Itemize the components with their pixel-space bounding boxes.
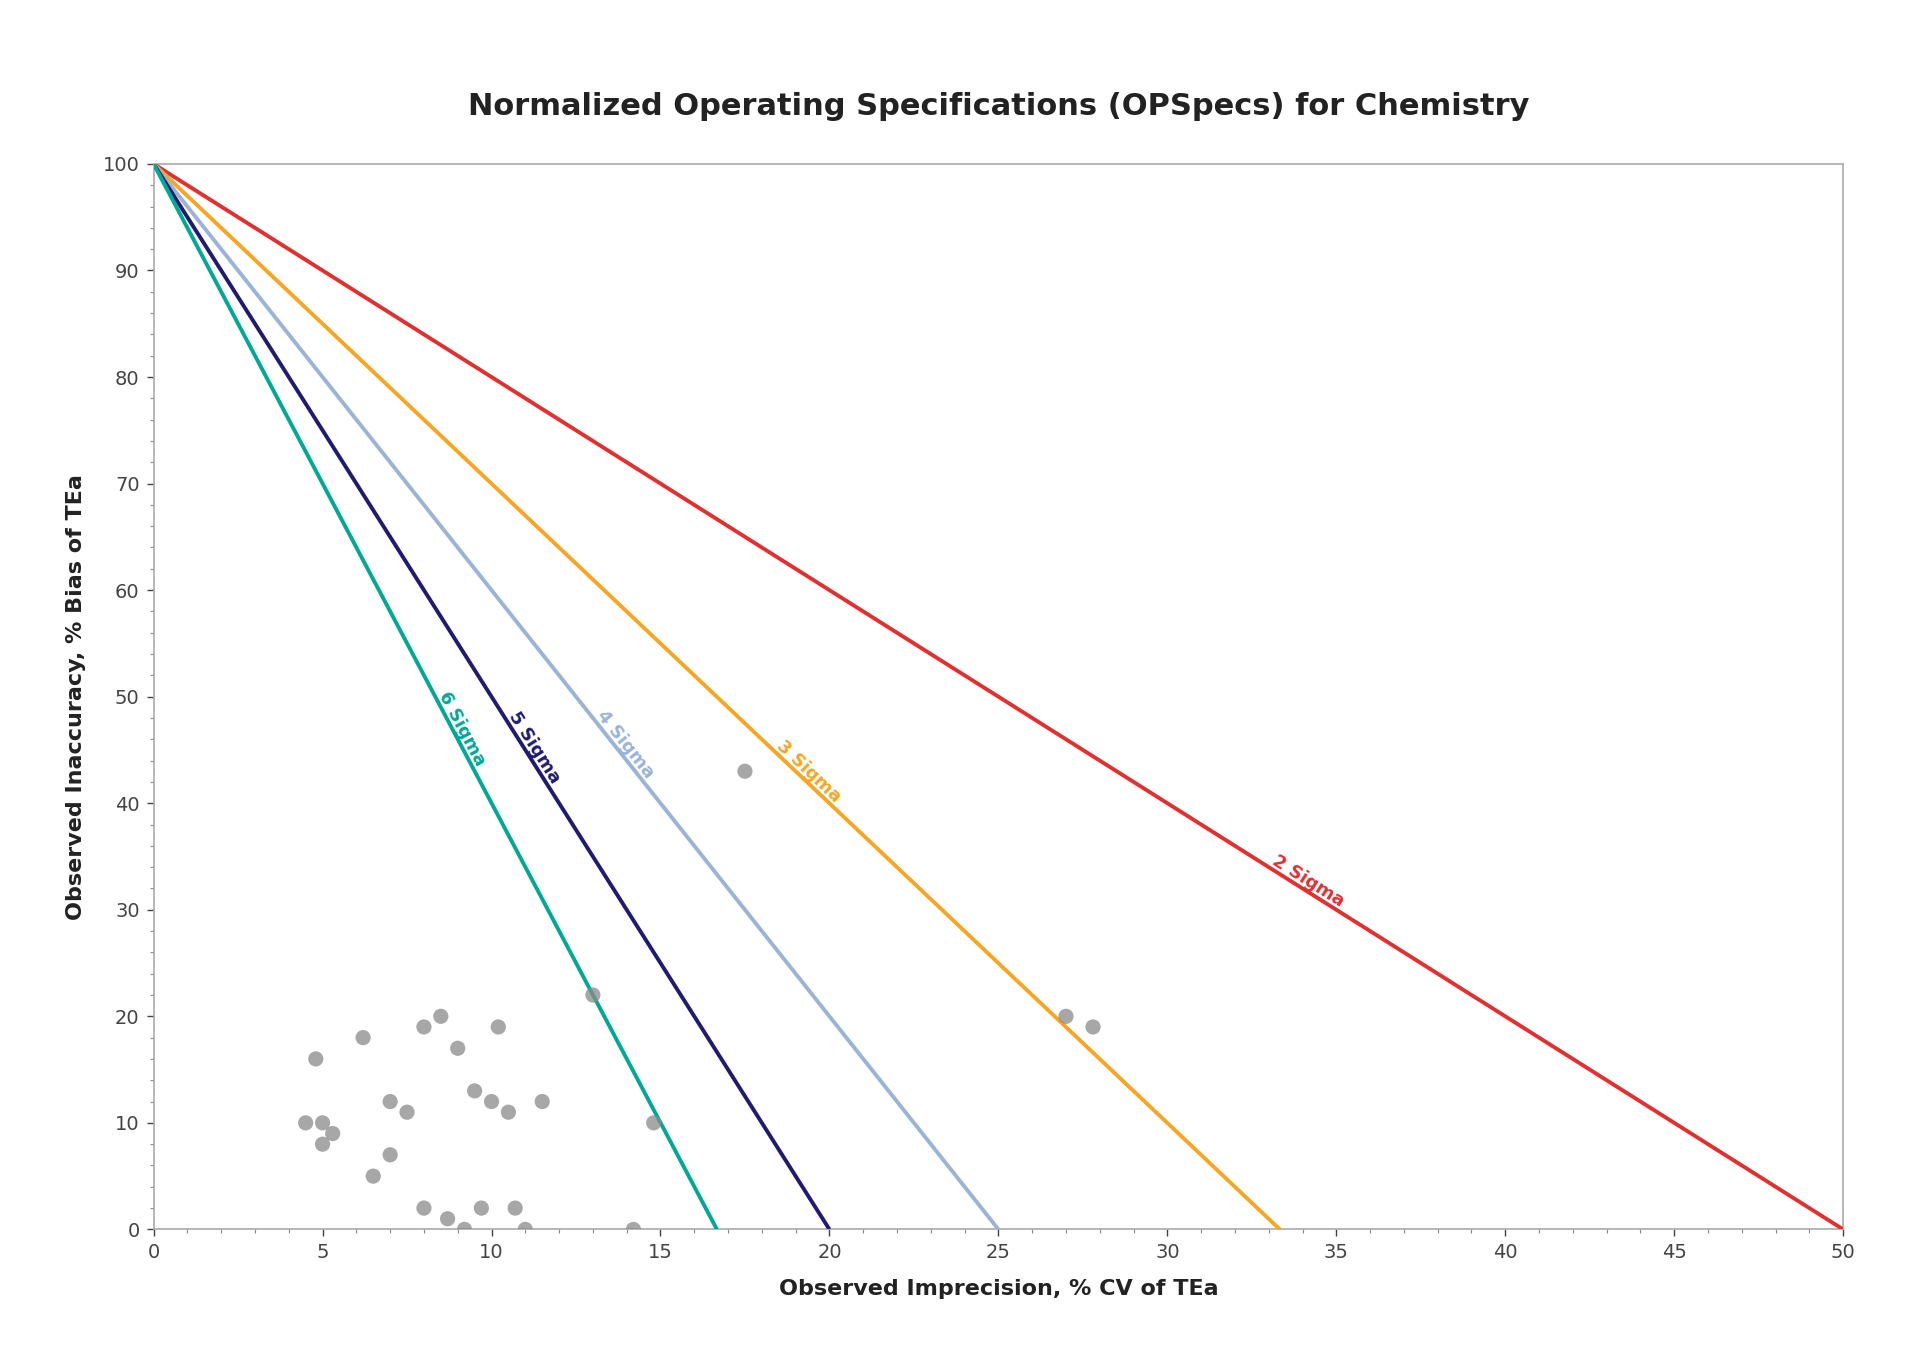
X-axis label: Observed Imprecision, % CV of TEa: Observed Imprecision, % CV of TEa [780, 1279, 1217, 1299]
Point [300, 1048, 330, 1070]
Point [426, 1005, 457, 1027]
Point [499, 1197, 530, 1218]
Point [449, 1218, 480, 1240]
Point [392, 1101, 422, 1123]
Text: 5 Sigma: 5 Sigma [505, 709, 564, 787]
Point [307, 1134, 338, 1156]
Point [511, 1218, 541, 1240]
Title: Normalized Operating Specifications (OPSpecs) for Chemistry: Normalized Operating Specifications (OPS… [468, 93, 1528, 122]
Point [459, 1081, 490, 1102]
Point [374, 1143, 405, 1165]
Text: 2 Sigma: 2 Sigma [1269, 852, 1348, 911]
Text: 4 Sigma: 4 Sigma [593, 706, 657, 781]
Point [526, 1090, 557, 1112]
Point [484, 1016, 515, 1038]
Point [409, 1197, 440, 1218]
Point [374, 1090, 405, 1112]
Text: 6 Sigma: 6 Sigma [436, 688, 490, 769]
Y-axis label: Observed Inaccuracy, % Bias of TEa: Observed Inaccuracy, % Bias of TEa [65, 474, 86, 919]
Point [730, 761, 760, 783]
Text: 3 Sigma: 3 Sigma [774, 736, 845, 806]
Point [467, 1197, 497, 1218]
Point [493, 1101, 524, 1123]
Point [1050, 1005, 1081, 1027]
Point [1077, 1016, 1108, 1038]
Point [618, 1218, 649, 1240]
Point [290, 1112, 321, 1134]
Point [317, 1123, 348, 1145]
Point [348, 1027, 378, 1049]
Point [409, 1016, 440, 1038]
Point [432, 1208, 463, 1229]
Point [637, 1112, 668, 1134]
Point [578, 984, 609, 1005]
Point [357, 1165, 388, 1187]
Point [442, 1037, 472, 1059]
Point [476, 1090, 507, 1112]
Point [307, 1112, 338, 1134]
